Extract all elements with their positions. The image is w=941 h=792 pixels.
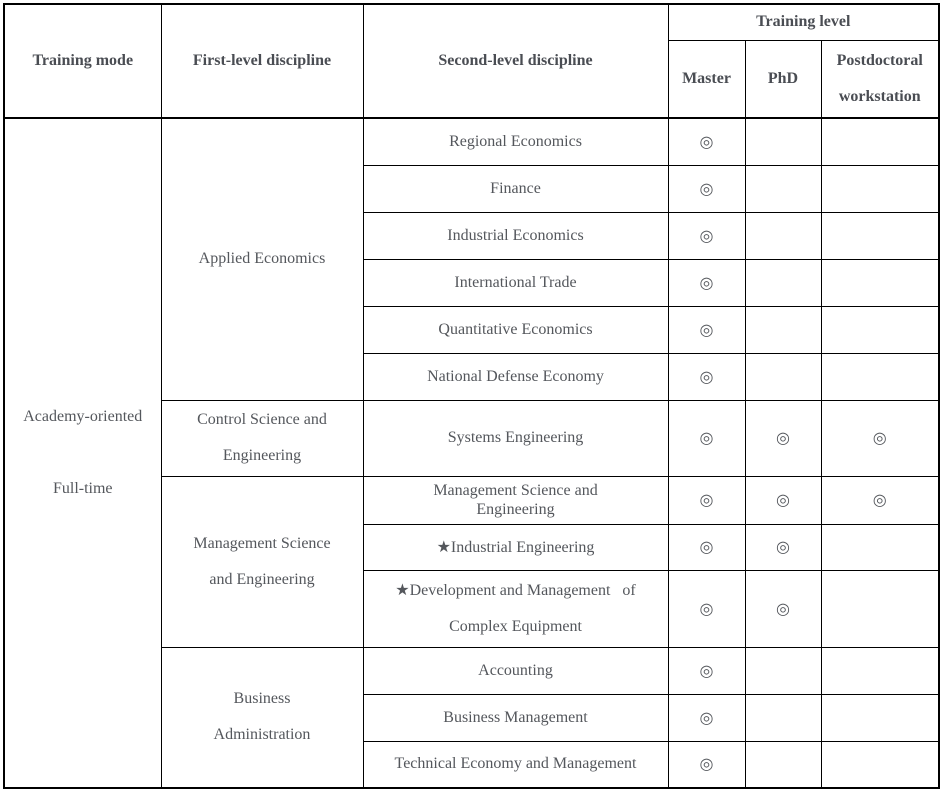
- master-mark: ◎: [667, 211, 746, 260]
- header-postdoctoral-workstation: Postdoctoral workstation: [820, 39, 940, 119]
- second-level-cell: Regional Economics: [362, 117, 669, 166]
- master-mark: ◎: [667, 740, 746, 789]
- table-row: Business Management ◎: [4, 693, 940, 742]
- master-mark: ◎: [667, 646, 746, 695]
- postdoctoral-mark: [820, 164, 940, 213]
- header-phd: PhD: [744, 39, 822, 119]
- master-mark: ◎: [667, 258, 746, 307]
- phd-mark: ◎: [744, 475, 822, 525]
- postdoctoral-mark: [820, 305, 940, 354]
- table-row: Management Science and Engineering Manag…: [4, 475, 940, 648]
- second-level-cell: International Trade: [362, 258, 669, 307]
- second-level-cell: Management Science and Engineering: [362, 475, 669, 525]
- master-mark: ◎: [667, 693, 746, 742]
- phd-mark: [744, 352, 822, 401]
- first-level-cell-applied-economics: Applied Economics: [160, 117, 364, 401]
- postdoctoral-mark: [820, 258, 940, 307]
- second-level-cell: Business Management: [362, 693, 669, 742]
- second-level-cell: Systems Engineering: [362, 399, 669, 477]
- second-level-cell: ★Industrial Engineering: [362, 523, 669, 571]
- master-mark: ◎: [667, 164, 746, 213]
- phd-mark: [744, 693, 822, 742]
- phd-mark: [744, 117, 822, 166]
- phd-mark: [744, 164, 822, 213]
- first-level-cell-control-science: Control Science and Engineering: [160, 399, 364, 477]
- table-row: Finance ◎: [4, 164, 940, 213]
- phd-mark: [744, 646, 822, 695]
- phd-mark: ◎: [744, 399, 822, 477]
- postdoctoral-mark: [820, 569, 940, 648]
- header-training-mode: Training mode: [3, 3, 162, 119]
- postdoctoral-mark: ◎: [820, 399, 940, 477]
- postdoctoral-mark: [820, 693, 940, 742]
- table-row: Industrial Economics ◎: [4, 211, 940, 260]
- postdoctoral-mark: [820, 523, 940, 571]
- second-level-cell: ★Development and Management of Complex E…: [362, 569, 669, 648]
- table-row: Academy-oriented Full-time Applied Econo…: [3, 117, 940, 789]
- phd-mark: [744, 740, 822, 789]
- second-level-cell: Industrial Economics: [362, 211, 669, 260]
- postdoctoral-mark: [820, 646, 940, 695]
- second-level-cell: Quantitative Economics: [362, 305, 669, 354]
- table-row: Quantitative Economics ◎: [4, 305, 940, 354]
- master-mark: ◎: [667, 475, 746, 525]
- header-row-1: Training mode First-level discipline Sec…: [3, 3, 940, 119]
- master-mark: ◎: [667, 352, 746, 401]
- table-row: Business Administration Accounting ◎: [4, 646, 940, 789]
- phd-mark: ◎: [744, 569, 822, 648]
- postdoctoral-mark: ◎: [820, 475, 940, 525]
- postdoctoral-mark: [820, 740, 940, 789]
- postdoctoral-mark: [820, 352, 940, 401]
- header-first-level-discipline: First-level discipline: [160, 3, 364, 119]
- table-row: ★Development and Management of Complex E…: [4, 569, 940, 648]
- master-mark: ◎: [667, 117, 746, 166]
- first-level-cell-business-administration: Business Administration: [160, 646, 364, 789]
- phd-mark: [744, 211, 822, 260]
- discipline-training-table: Training mode First-level discipline Sec…: [3, 3, 940, 789]
- second-level-cell: Accounting: [362, 646, 669, 695]
- master-mark: ◎: [667, 399, 746, 477]
- postdoctoral-mark: [820, 117, 940, 166]
- second-level-cell: Finance: [362, 164, 669, 213]
- second-level-cell: National Defense Economy: [362, 352, 669, 401]
- phd-mark: [744, 258, 822, 307]
- first-level-cell-management-science: Management Science and Engineering: [160, 475, 364, 648]
- table-row: Technical Economy and Management ◎: [4, 740, 940, 789]
- header-row-2: Master PhD Postdoctoral workstation: [4, 39, 940, 119]
- header-training-level: Training level: [667, 3, 940, 41]
- header-second-level-discipline: Second-level discipline: [362, 3, 669, 119]
- second-level-cell: Technical Economy and Management: [362, 740, 669, 789]
- phd-mark: ◎: [744, 523, 822, 571]
- header-master: Master: [667, 39, 746, 119]
- master-mark: ◎: [667, 523, 746, 571]
- master-mark: ◎: [667, 569, 746, 648]
- phd-mark: [744, 305, 822, 354]
- postdoctoral-mark: [820, 211, 940, 260]
- master-mark: ◎: [667, 305, 746, 354]
- training-mode-cell: Academy-oriented Full-time: [3, 117, 162, 789]
- table-row: Control Science and Engineering Systems …: [4, 399, 940, 477]
- table-row: International Trade ◎: [4, 258, 940, 307]
